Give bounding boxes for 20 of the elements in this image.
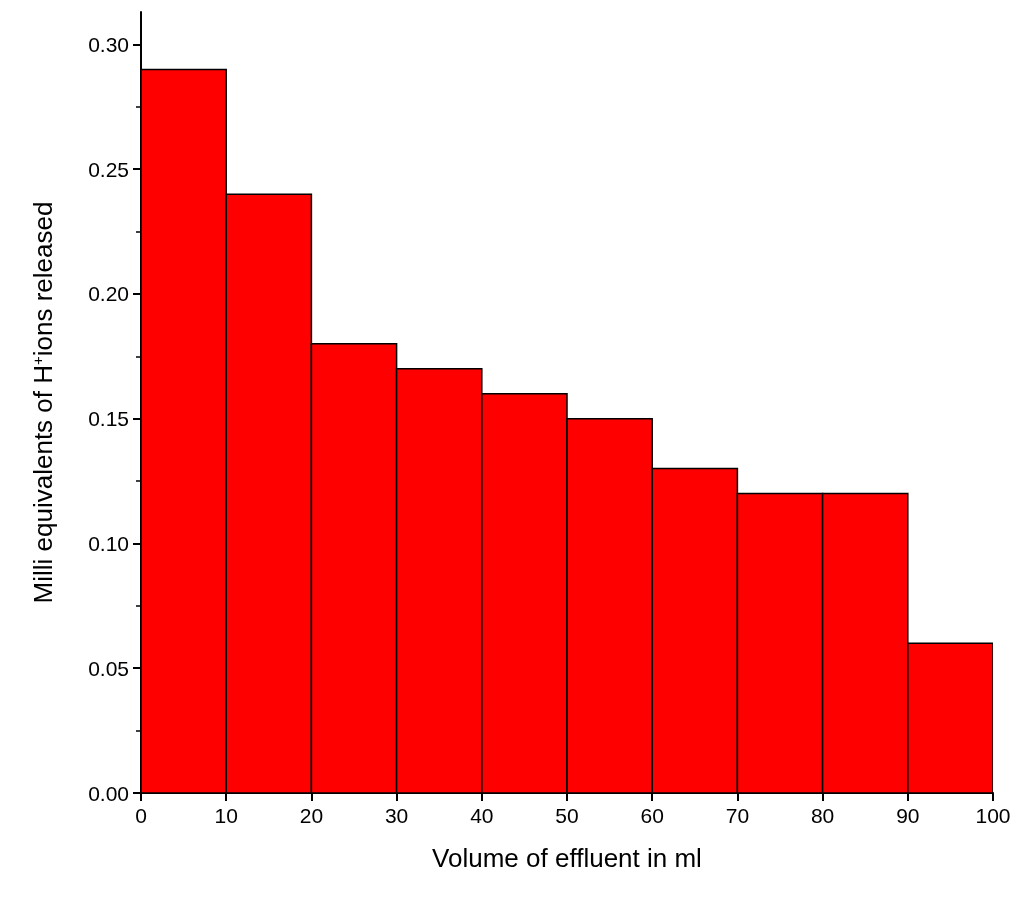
y-tick-label: 0.05	[88, 656, 129, 680]
y-tick-label: 0.30	[88, 32, 129, 56]
x-tick-label: 80	[810, 804, 835, 827]
y-tick-label: 0.10	[88, 531, 129, 555]
x-tick-label: 40	[470, 804, 494, 827]
y-tick-label: 0.20	[88, 282, 129, 306]
y-tick-label: 0.25	[88, 157, 129, 181]
x-tick-label: 70	[725, 804, 750, 827]
x-tick-label: 90	[896, 804, 920, 827]
x-tick-label: 50	[555, 804, 579, 827]
y-tick-label: 0.00	[88, 781, 129, 805]
x-tick-label: 30	[384, 804, 409, 827]
x-tick-label: 100	[975, 804, 1011, 827]
y-axis-title: Milli equivalents of H+ions released	[28, 201, 58, 604]
x-tick-label: 20	[299, 804, 324, 827]
y-tick-label: 0.15	[88, 407, 129, 431]
x-tick-label: 10	[214, 804, 238, 827]
x-axis-title: Volume of effluent in ml	[432, 843, 702, 873]
x-tick-label: 0	[135, 804, 147, 827]
x-tick-label: 60	[640, 804, 664, 827]
